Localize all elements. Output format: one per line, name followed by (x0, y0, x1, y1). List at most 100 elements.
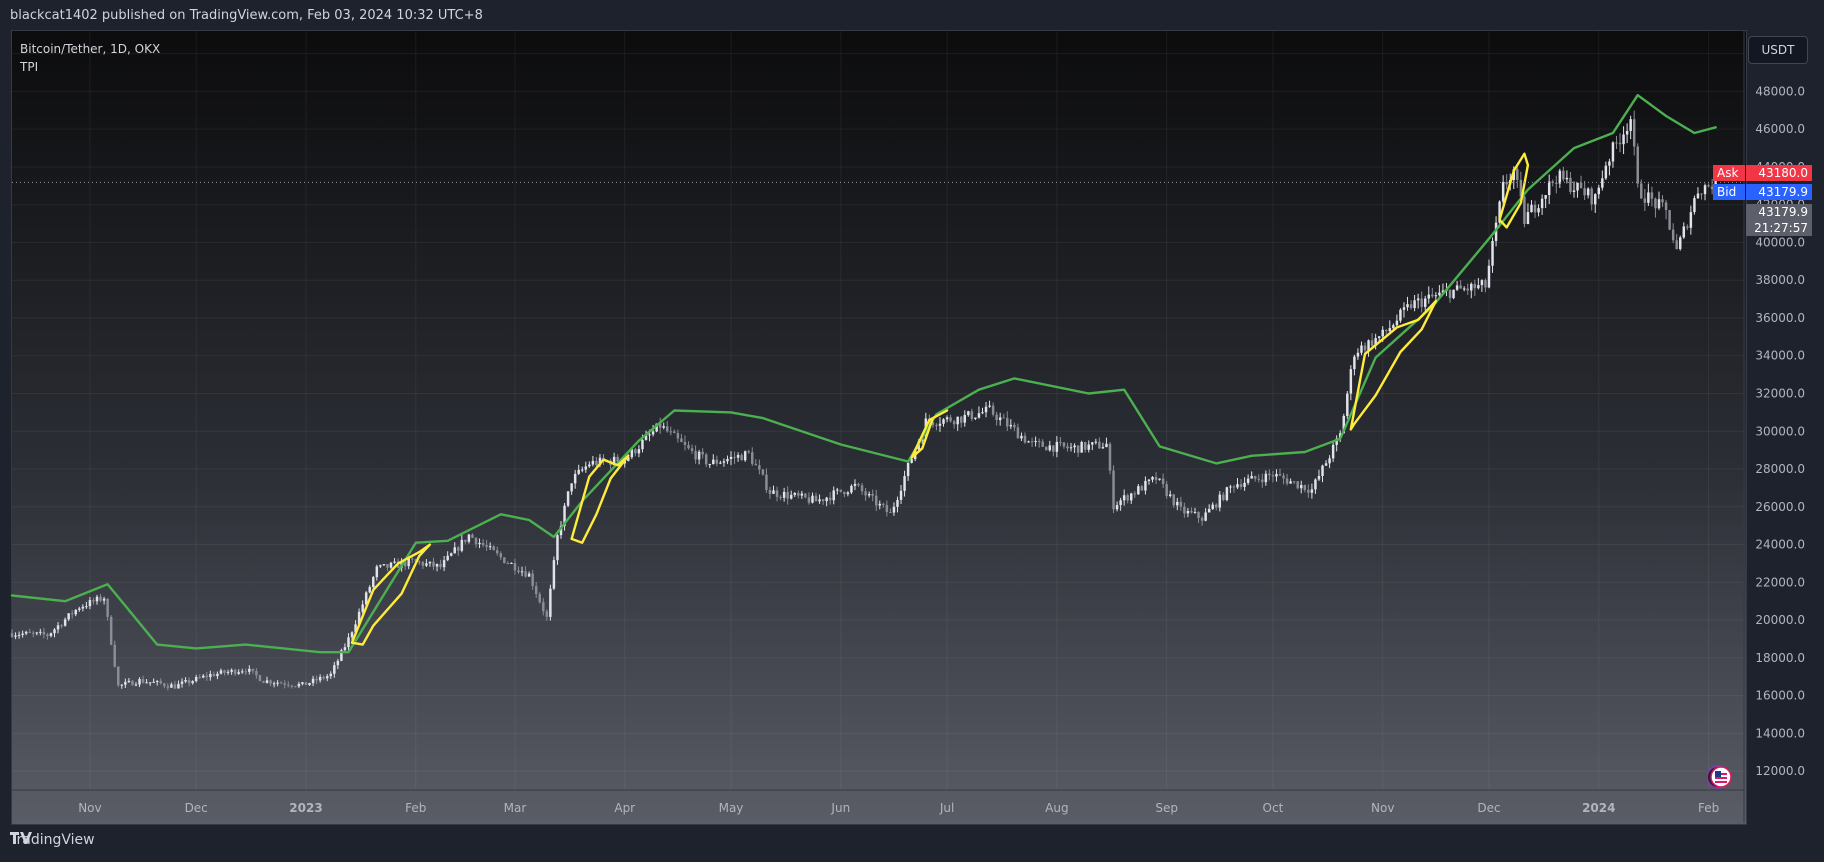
candle-body (1360, 345, 1363, 353)
candle-body (152, 681, 155, 683)
candle-body (768, 489, 772, 494)
candle-body (1537, 208, 1540, 213)
candle-body (1027, 441, 1030, 443)
candle-body (1207, 508, 1211, 513)
candle-body (1253, 475, 1257, 479)
price-tick-label: 48000.0 (1755, 84, 1805, 98)
candle-body (1647, 192, 1650, 203)
candle-body (995, 414, 998, 421)
candle-body (1487, 265, 1491, 288)
brand-name: TradingView (10, 832, 95, 848)
candle-body (867, 493, 871, 496)
candle-body (1679, 237, 1682, 250)
candle-body (1671, 229, 1675, 241)
candle-body (478, 542, 481, 545)
candle-body (410, 558, 414, 560)
candle-body (549, 588, 552, 617)
candle-body (407, 558, 410, 567)
candle-body (1342, 415, 1346, 434)
indicator-title[interactable]: TPI (20, 60, 39, 74)
candle-body (1562, 170, 1565, 180)
publish-info: blackcat1402 published on TradingView.co… (10, 8, 483, 23)
candle-body (967, 411, 970, 416)
price-tick-label: 46000.0 (1755, 122, 1805, 136)
candle-body (952, 421, 956, 425)
candle-body (1427, 294, 1431, 299)
symbol-title[interactable]: Bitcoin/Tether, 1D, OKX (20, 42, 161, 56)
candle-body (432, 561, 435, 567)
candle-body (1470, 283, 1473, 291)
candle-body (283, 683, 286, 685)
candle-body (1264, 473, 1268, 483)
candle-body (800, 493, 804, 496)
candle-body (1370, 340, 1374, 346)
candle-body (481, 542, 485, 546)
candle-body (1392, 325, 1395, 329)
candle-body (386, 564, 389, 568)
candle-body (1707, 185, 1710, 187)
candle-body (428, 561, 432, 564)
candle-body (138, 679, 141, 685)
candle-body (658, 423, 662, 428)
candle-body (1239, 484, 1243, 487)
candle-body (251, 668, 255, 671)
candle-body (1601, 178, 1604, 188)
candle-body (556, 535, 559, 561)
candle-body (648, 434, 651, 436)
candle-body (1307, 489, 1310, 493)
candle-body (1689, 212, 1693, 228)
candle-body (651, 431, 655, 435)
date-tick-label: Nov (1371, 801, 1394, 815)
candle-body (1441, 290, 1445, 293)
candle-body (1480, 280, 1484, 286)
date-tick-label: Apr (614, 801, 635, 815)
candle-body (1374, 338, 1377, 346)
candle-body (1406, 304, 1409, 308)
candle-body (453, 547, 456, 554)
candle-body (14, 635, 17, 637)
candle-body (959, 416, 963, 423)
candle-body (1083, 442, 1087, 450)
candle-body (839, 489, 843, 492)
candle-body (896, 499, 899, 507)
yellow-tpi-loop (910, 409, 949, 459)
candle-body (1423, 298, 1427, 307)
candle-body (612, 456, 616, 466)
candle-body (1431, 294, 1434, 297)
candle-body (95, 596, 99, 602)
candle-body (1505, 182, 1508, 185)
publish-bar: blackcat1402 published on TradingView.co… (0, 0, 1824, 30)
candle-body (740, 454, 743, 461)
candle-body (347, 637, 350, 648)
candle-body (910, 459, 913, 463)
candle-body (240, 671, 244, 673)
candle-body (1438, 292, 1441, 296)
us-flag-icon[interactable] (1707, 764, 1733, 790)
chart-pane[interactable] (11, 30, 1747, 825)
candle-body (1310, 489, 1314, 493)
candle-body (1466, 288, 1469, 291)
candle-body (173, 684, 177, 689)
candle-body (1377, 336, 1381, 339)
candle-body (1137, 486, 1140, 495)
currency-button[interactable]: USDT (1748, 36, 1808, 64)
candle-body (109, 616, 113, 645)
candle-body (545, 611, 549, 617)
candle-body (1583, 188, 1586, 196)
candle-body (754, 463, 758, 466)
candle-body (1675, 240, 1678, 250)
date-tick-label: 2024 (1582, 801, 1615, 815)
candle-body (499, 553, 503, 558)
candle-body (1597, 187, 1601, 195)
candle-body (559, 525, 563, 536)
candle-body (945, 417, 949, 420)
candle-body (28, 631, 31, 633)
candle-body (588, 464, 591, 467)
candle-body (1328, 458, 1331, 464)
candle-body (1222, 494, 1225, 500)
candle-body (984, 406, 988, 413)
candle-body (205, 675, 209, 678)
candle-body (113, 644, 116, 667)
date-tick-label: Feb (405, 801, 426, 815)
